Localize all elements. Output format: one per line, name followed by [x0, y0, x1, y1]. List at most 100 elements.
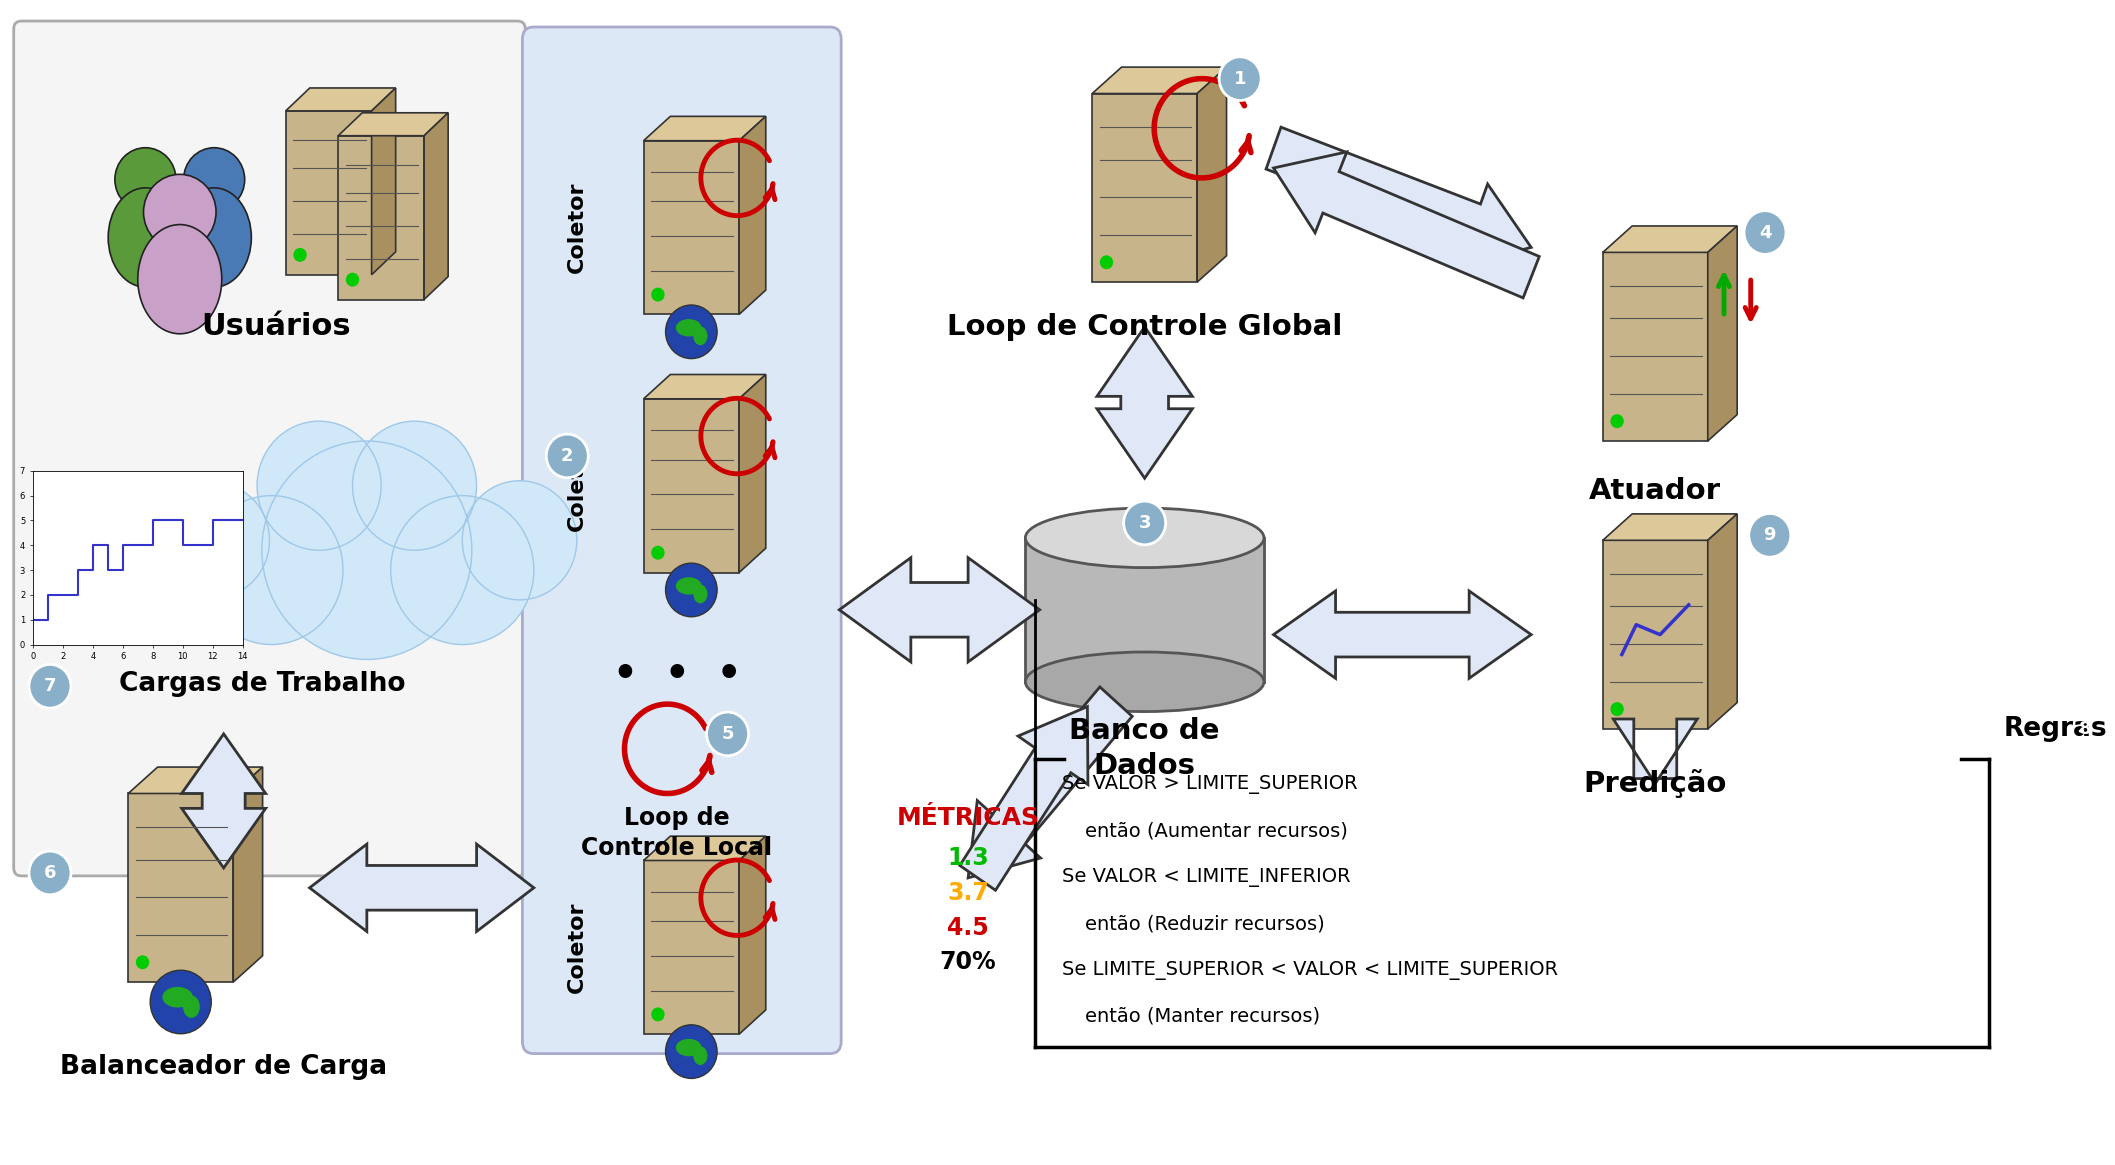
- Circle shape: [391, 495, 533, 644]
- Circle shape: [651, 1008, 664, 1022]
- Text: Se VALOR < LIMITE_INFERIOR: Se VALOR < LIMITE_INFERIOR: [1062, 868, 1349, 887]
- Ellipse shape: [108, 188, 182, 287]
- FancyBboxPatch shape: [1026, 538, 1265, 682]
- Polygon shape: [969, 687, 1132, 878]
- Polygon shape: [338, 135, 425, 299]
- Circle shape: [135, 955, 150, 969]
- Polygon shape: [738, 116, 766, 315]
- Circle shape: [1123, 501, 1165, 545]
- Polygon shape: [960, 707, 1087, 890]
- Text: Coletor: Coletor: [567, 440, 586, 531]
- Ellipse shape: [184, 996, 199, 1018]
- Circle shape: [651, 288, 664, 302]
- Text: Usuários: Usuários: [201, 312, 351, 341]
- Polygon shape: [338, 113, 448, 135]
- Polygon shape: [643, 861, 738, 1035]
- Polygon shape: [1267, 127, 1531, 266]
- Text: Loop de: Loop de: [624, 806, 730, 831]
- Text: Regras: Regras: [2003, 716, 2107, 742]
- Ellipse shape: [1026, 508, 1265, 567]
- Polygon shape: [738, 836, 766, 1035]
- Ellipse shape: [677, 1039, 702, 1057]
- Text: Se LIMITE_SUPERIOR < VALOR < LIMITE_SUPERIOR: Se LIMITE_SUPERIOR < VALOR < LIMITE_SUPE…: [1062, 960, 1559, 980]
- Circle shape: [463, 481, 577, 600]
- Text: 4.5: 4.5: [948, 916, 990, 939]
- Circle shape: [114, 148, 176, 211]
- Text: 3: 3: [1138, 514, 1151, 532]
- Circle shape: [144, 175, 216, 249]
- Text: 5: 5: [721, 725, 734, 743]
- Circle shape: [666, 563, 717, 616]
- Text: então (Reduzir recursos): então (Reduzir recursos): [1085, 915, 1326, 933]
- Text: Balanceador de Carga: Balanceador de Carga: [59, 1053, 387, 1080]
- Polygon shape: [286, 111, 372, 275]
- Polygon shape: [286, 89, 396, 111]
- Text: Banco de: Banco de: [1070, 718, 1220, 746]
- Text: Loop de Controle Global: Loop de Controle Global: [948, 313, 1343, 341]
- Polygon shape: [1098, 327, 1193, 479]
- Circle shape: [150, 970, 212, 1033]
- Text: •  •  •: • • •: [613, 656, 742, 693]
- Polygon shape: [1603, 253, 1707, 442]
- Circle shape: [159, 482, 269, 598]
- Text: então (Manter recursos): então (Manter recursos): [1085, 1007, 1320, 1026]
- Polygon shape: [1273, 151, 1540, 298]
- Circle shape: [1100, 255, 1112, 269]
- Text: então (Aumentar recursos): então (Aumentar recursos): [1085, 821, 1349, 840]
- Text: 6: 6: [44, 864, 57, 882]
- Circle shape: [184, 148, 245, 211]
- Ellipse shape: [178, 188, 252, 287]
- Circle shape: [1745, 211, 1785, 254]
- Text: 4: 4: [1760, 224, 1770, 241]
- Text: Cargas de Trabalho: Cargas de Trabalho: [118, 671, 406, 698]
- Circle shape: [199, 495, 343, 644]
- Text: 70%: 70%: [939, 951, 996, 974]
- FancyBboxPatch shape: [522, 27, 842, 1053]
- Text: Predição: Predição: [1584, 769, 1728, 798]
- Circle shape: [2064, 707, 2107, 750]
- Circle shape: [651, 545, 664, 559]
- Ellipse shape: [694, 326, 706, 345]
- Polygon shape: [129, 767, 262, 793]
- Text: 2: 2: [560, 447, 573, 465]
- Polygon shape: [1197, 68, 1227, 282]
- Circle shape: [353, 422, 476, 550]
- Text: Atuador: Atuador: [1588, 476, 1722, 504]
- Circle shape: [666, 305, 717, 359]
- Text: 9: 9: [1764, 527, 1777, 544]
- Polygon shape: [738, 374, 766, 572]
- Text: Se VALOR > LIMITE_SUPERIOR: Se VALOR > LIMITE_SUPERIOR: [1062, 775, 1358, 793]
- Circle shape: [347, 273, 360, 287]
- Polygon shape: [840, 558, 1041, 662]
- Circle shape: [30, 852, 72, 895]
- Polygon shape: [643, 836, 766, 861]
- Polygon shape: [1707, 514, 1736, 729]
- Circle shape: [30, 664, 72, 708]
- Circle shape: [294, 248, 307, 262]
- Circle shape: [258, 422, 381, 550]
- Circle shape: [706, 712, 749, 756]
- Ellipse shape: [1026, 652, 1265, 712]
- Polygon shape: [1707, 226, 1736, 442]
- Ellipse shape: [677, 319, 702, 337]
- Text: Coletor: Coletor: [567, 182, 586, 274]
- Polygon shape: [643, 374, 766, 398]
- Circle shape: [666, 1025, 717, 1079]
- Ellipse shape: [137, 225, 222, 334]
- Polygon shape: [643, 116, 766, 141]
- Circle shape: [1218, 57, 1261, 100]
- Polygon shape: [1603, 541, 1707, 729]
- Ellipse shape: [694, 585, 706, 603]
- Text: Dados: Dados: [1093, 753, 1195, 781]
- Ellipse shape: [677, 577, 702, 594]
- Text: Coletor: Coletor: [567, 902, 586, 993]
- Polygon shape: [643, 398, 738, 572]
- Polygon shape: [1603, 514, 1736, 541]
- Text: 8: 8: [2079, 720, 2092, 737]
- Ellipse shape: [694, 1046, 706, 1065]
- Polygon shape: [233, 767, 262, 982]
- Ellipse shape: [163, 987, 192, 1008]
- Polygon shape: [129, 793, 233, 982]
- Circle shape: [262, 442, 472, 659]
- Circle shape: [546, 435, 588, 478]
